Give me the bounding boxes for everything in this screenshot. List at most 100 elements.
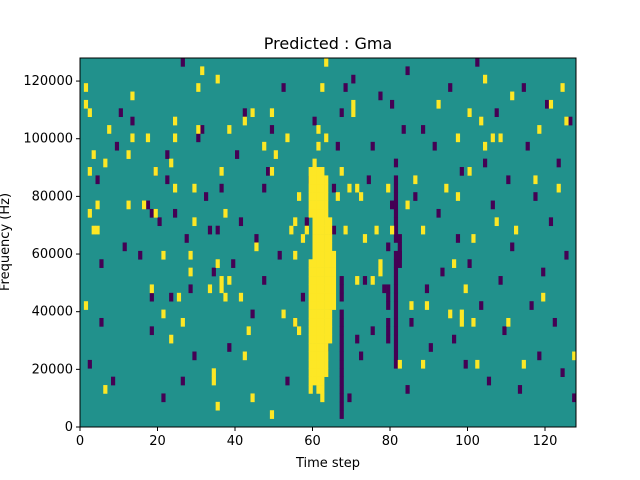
heatmap-cell-high <box>413 175 418 185</box>
heatmap-cell-high <box>312 343 317 352</box>
heatmap-cell-low <box>393 317 399 327</box>
heatmap-cell-high <box>386 183 391 193</box>
heatmap-cell-low <box>517 385 523 394</box>
heatmap-cell-low <box>227 343 232 352</box>
heatmap-cell-high <box>320 376 325 386</box>
x-tick-label: 120 <box>533 434 558 449</box>
heatmap-cell-high <box>316 141 321 151</box>
heatmap-cell-high <box>324 301 329 310</box>
heatmap-cell-high <box>320 351 325 361</box>
heatmap-cell-low <box>149 292 154 302</box>
heatmap-cell-high <box>312 192 317 201</box>
heatmap-cell-low <box>138 250 143 260</box>
heatmap-cell-low <box>339 401 344 411</box>
heatmap-cell-low <box>393 284 399 294</box>
heatmap-cell-high <box>316 217 321 227</box>
heatmap-cell-high <box>211 376 216 386</box>
heatmap-cell-low <box>339 351 344 361</box>
heatmap-cell-low <box>393 192 399 201</box>
heatmap-cell-low <box>393 208 399 218</box>
heatmap-cell-high <box>312 292 317 302</box>
heatmap-cell-high <box>103 385 108 394</box>
heatmap-cell-low <box>397 259 402 268</box>
heatmap-cell-high <box>320 393 325 403</box>
heatmap-cell-high <box>320 309 325 319</box>
heatmap-cell-high <box>452 259 457 268</box>
heatmap-cell-high <box>308 385 313 394</box>
heatmap-cell-low <box>188 284 193 294</box>
heatmap-cell-high <box>320 192 325 201</box>
heatmap-cell-high <box>320 200 325 210</box>
heatmap-cell-low <box>393 250 399 260</box>
heatmap-cell-low <box>382 284 387 294</box>
heatmap-cell-low <box>366 175 371 185</box>
heatmap-cell-low <box>421 125 426 134</box>
heatmap-cell-high <box>130 91 135 101</box>
heatmap-cell-high <box>312 326 317 336</box>
plot-frame <box>79 57 577 428</box>
heatmap-cell-high <box>269 410 275 419</box>
heatmap-cell-high <box>483 74 488 84</box>
heatmap-cell-high <box>83 99 89 109</box>
heatmap-cell-high <box>324 200 329 210</box>
heatmap-cell-high <box>308 317 313 327</box>
heatmap-cell-high <box>324 317 329 327</box>
heatmap-cell-high <box>83 83 89 92</box>
heatmap-cell-low <box>432 141 437 151</box>
heatmap-cell-high <box>490 133 495 143</box>
heatmap-cell-high <box>355 276 360 285</box>
heatmap-cell-low <box>405 385 410 394</box>
heatmap-cell-high <box>324 234 329 243</box>
heatmap-cell-low <box>393 326 399 336</box>
heatmap-cell-high <box>91 225 96 235</box>
heatmap-cell-low <box>122 242 127 252</box>
x-tick-label: 0 <box>76 434 84 449</box>
heatmap-cell-high <box>320 284 325 294</box>
heatmap-cell-low <box>231 259 236 268</box>
heatmap-cell-high <box>161 250 166 260</box>
heatmap-cell-high <box>339 167 344 176</box>
heatmap-cell-high <box>308 183 313 193</box>
heatmap-cell-high <box>91 150 96 159</box>
y-tick-label: 80000 <box>32 189 73 204</box>
heatmap-cell-low <box>149 208 154 218</box>
heatmap-cell-high <box>409 301 414 310</box>
x-axis: 0 20 40 60 80 100 120 <box>76 427 558 449</box>
heatmap-cell-low <box>397 242 402 252</box>
heatmap-cell-high <box>316 385 321 394</box>
heatmap-cell-low <box>393 292 399 302</box>
heatmap-cell-low <box>339 385 344 394</box>
heatmap-cell-low <box>479 301 484 310</box>
heatmap-cell-low <box>386 284 391 294</box>
heatmap-cell-high <box>153 208 158 218</box>
y-tick-label: 20000 <box>32 362 73 377</box>
heatmap-cell-low <box>393 309 399 319</box>
heatmap-cell-high <box>316 242 321 252</box>
heatmap-cell-high <box>331 259 337 268</box>
heatmap-cell-low <box>331 183 337 193</box>
heatmap-cell-high <box>308 200 313 210</box>
heatmap-cell-low <box>200 125 205 134</box>
heatmap-cell-high <box>297 326 302 336</box>
heatmap-cell-high <box>304 225 309 235</box>
heatmap-cell-high <box>424 301 430 310</box>
heatmap-cell-low <box>285 376 290 386</box>
heatmap-cell-low <box>362 276 368 285</box>
heatmap-cell-high <box>312 309 317 319</box>
heatmap-cell-high <box>316 334 321 344</box>
heatmap-cell-low <box>262 183 267 193</box>
heatmap-cell-low <box>339 410 344 419</box>
heatmap-cell-low <box>397 234 402 243</box>
heatmap-cell-high <box>316 276 321 285</box>
heatmap-cell-high <box>169 334 174 344</box>
heatmap-cell-high <box>324 284 329 294</box>
heatmap-cell-low <box>498 276 503 285</box>
heatmap-cell-high <box>312 259 317 268</box>
heatmap-cell-high <box>316 225 321 235</box>
heatmap-cell-low <box>219 183 224 193</box>
y-axis: 0 20000 40000 60000 80000 100000 120000 <box>23 74 80 435</box>
heatmap-cell-high <box>351 99 356 109</box>
heatmap-cell-high <box>312 200 317 210</box>
heatmap-cell-high <box>397 359 402 369</box>
heatmap-cell-low <box>409 317 414 327</box>
